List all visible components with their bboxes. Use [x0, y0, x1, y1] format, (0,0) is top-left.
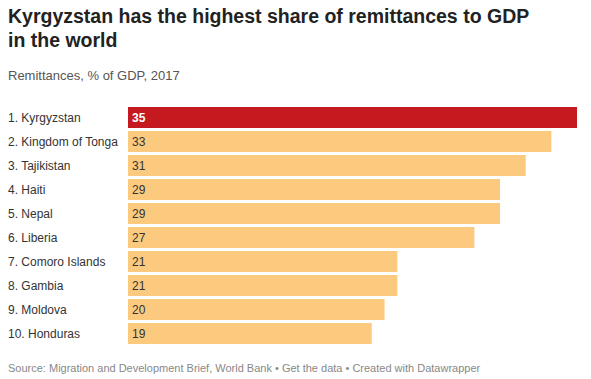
bar [128, 275, 397, 296]
category-label: 5. Nepal [8, 207, 53, 221]
data-label: 35 [132, 111, 146, 125]
bar [128, 203, 500, 224]
source: Source: Migration and Development Brief,… [8, 362, 481, 374]
bar [128, 323, 372, 344]
bars [128, 107, 577, 344]
data-label: 21 [132, 255, 146, 269]
bar [128, 227, 474, 248]
data-label: 33 [132, 135, 146, 149]
category-label: 7. Comoro Islands [8, 255, 105, 269]
category-label: 10. Honduras [8, 327, 80, 341]
bar [128, 107, 577, 128]
bar [128, 251, 397, 272]
subtitle: Remittances, % of GDP, 2017 [8, 68, 180, 83]
data-label: 27 [132, 231, 146, 245]
data-label: 31 [132, 159, 146, 173]
labels: 1. Kyrgyzstan 35 2. Kingdom of Tonga 33 3. T… [8, 111, 146, 341]
category-label: 6. Liberia [8, 231, 58, 245]
data-label: 19 [132, 327, 146, 341]
bar [128, 155, 526, 176]
bar [128, 131, 551, 152]
chart: 1. Kyrgyzstan 35 2. Kingdom of Tonga 33 3. T… [0, 0, 591, 379]
bar [128, 179, 500, 200]
category-label: 8. Gambia [8, 279, 64, 293]
category-label: 3. Tajikistan [8, 159, 70, 173]
category-label: 4. Haiti [8, 183, 45, 197]
data-label: 29 [132, 183, 146, 197]
category-label: 1. Kyrgyzstan [8, 111, 81, 125]
category-label: 9. Moldova [8, 303, 67, 317]
data-label: 20 [132, 303, 146, 317]
title: Kyrgyzstan has the highest share of remi… [8, 4, 548, 52]
bar [128, 299, 385, 320]
data-label: 29 [132, 207, 146, 221]
category-label: 2. Kingdom of Tonga [8, 135, 118, 149]
data-label: 21 [132, 279, 146, 293]
